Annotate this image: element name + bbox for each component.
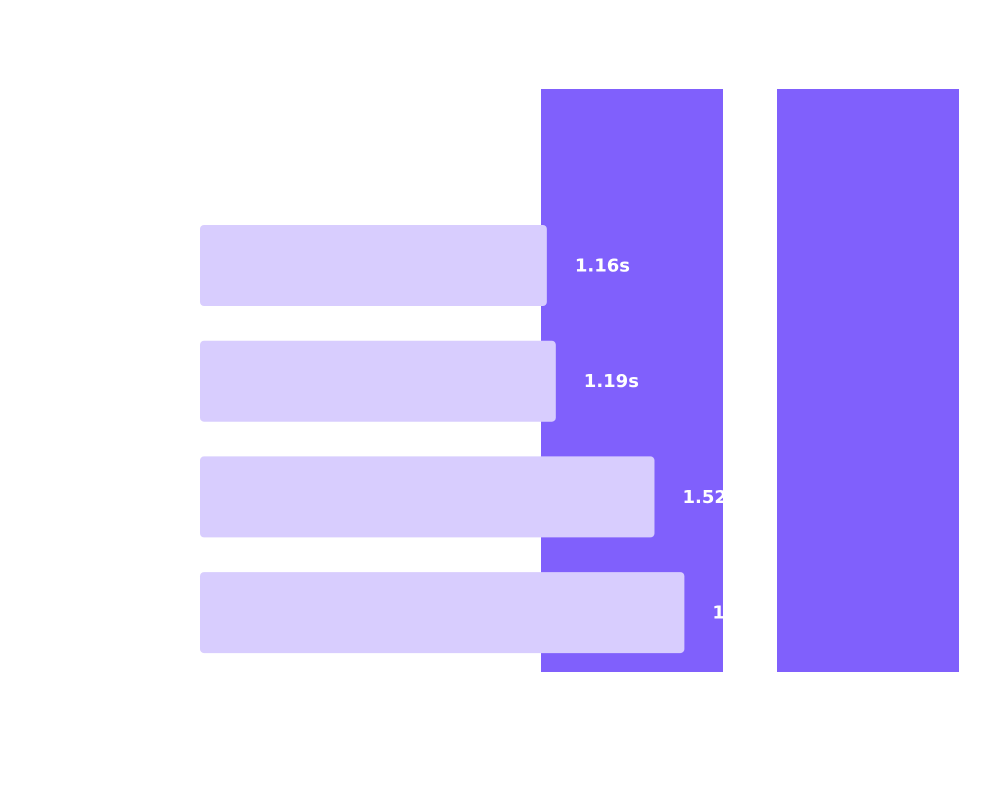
bar-value-label-4: 1.62s [712,603,767,624]
bar-1 [200,225,547,306]
bar-3 [200,456,655,538]
bar-2 [200,340,556,422]
bar-value-label-2: 1.19s [584,371,639,392]
bar-value-label-1: 1.16s [575,256,630,277]
bar-4 [200,572,685,654]
labels-group: 1.16s 1.19s 1.52s 1.62s [575,256,768,624]
bars-group [200,225,685,654]
accent-panel-right [777,89,959,672]
bar-value-label-3: 1.52s [682,487,737,508]
